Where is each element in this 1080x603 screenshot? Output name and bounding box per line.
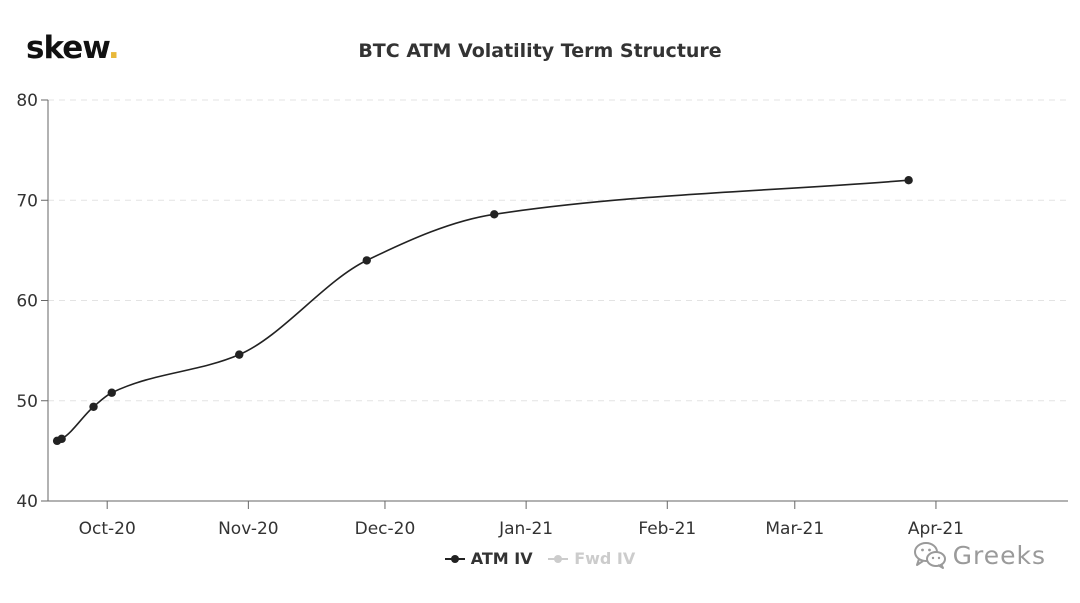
x-tick-label-Feb-21: Feb-21 [638,519,696,539]
data-point-atm-iv-3 [107,388,116,397]
legend: ATM IV Fwd IV [0,549,1080,569]
y-tick-label-60: 60 [16,292,38,312]
data-point-atm-iv-6 [490,210,499,219]
marker-layer [52,176,913,446]
grid-layer [48,99,1068,402]
legend-marker-atm-iv [444,553,465,565]
legend-item-fwd-iv[interactable]: Fwd IV [548,549,635,568]
x-tick-label-Apr-21: Apr-21 [908,519,964,539]
x-tick-label-Oct-20: Oct-20 [79,519,136,539]
wechat-icon [913,542,946,569]
legend-label-atm-iv: ATM IV [470,549,533,568]
series-layer [56,179,909,442]
skew-logo: skew. [26,30,120,66]
y-tick-label-70: 70 [16,191,38,211]
y-tick-label-80: 80 [16,91,38,111]
series-line-atm-iv [56,179,909,442]
watermark: Greeks [913,540,1046,570]
data-point-atm-iv-1 [57,434,66,444]
chart-title: BTC ATM Volatility Term Structure [358,40,722,62]
legend-label-fwd-iv: Fwd IV [574,549,636,568]
x-tick-label-Jan-21: Jan-21 [498,519,553,539]
x-tick-label-Dec-20: Dec-20 [355,519,416,539]
y-tick-label-50: 50 [16,392,38,412]
x-tick-label-Nov-20: Nov-20 [218,519,279,539]
data-point-atm-iv-4 [235,350,244,359]
data-point-atm-iv-2 [89,402,98,411]
logo-dot: . [107,30,120,66]
logo-text: skew [26,30,109,66]
watermark-text: Greeks [952,540,1046,570]
y-tick-label-40: 40 [16,492,38,512]
axis-layer: 40 50 60 70 80 Oct-20 Nov-20 Dec-20 Jan-21 Feb-21… [16,91,1068,539]
data-point-atm-iv-7 [904,176,913,185]
data-point-atm-iv-5 [362,256,371,265]
legend-item-atm-iv[interactable]: ATM IV [444,549,533,568]
x-tick-label-Mar-21: Mar-21 [765,519,824,539]
legend-marker-fwd-iv [548,553,569,565]
